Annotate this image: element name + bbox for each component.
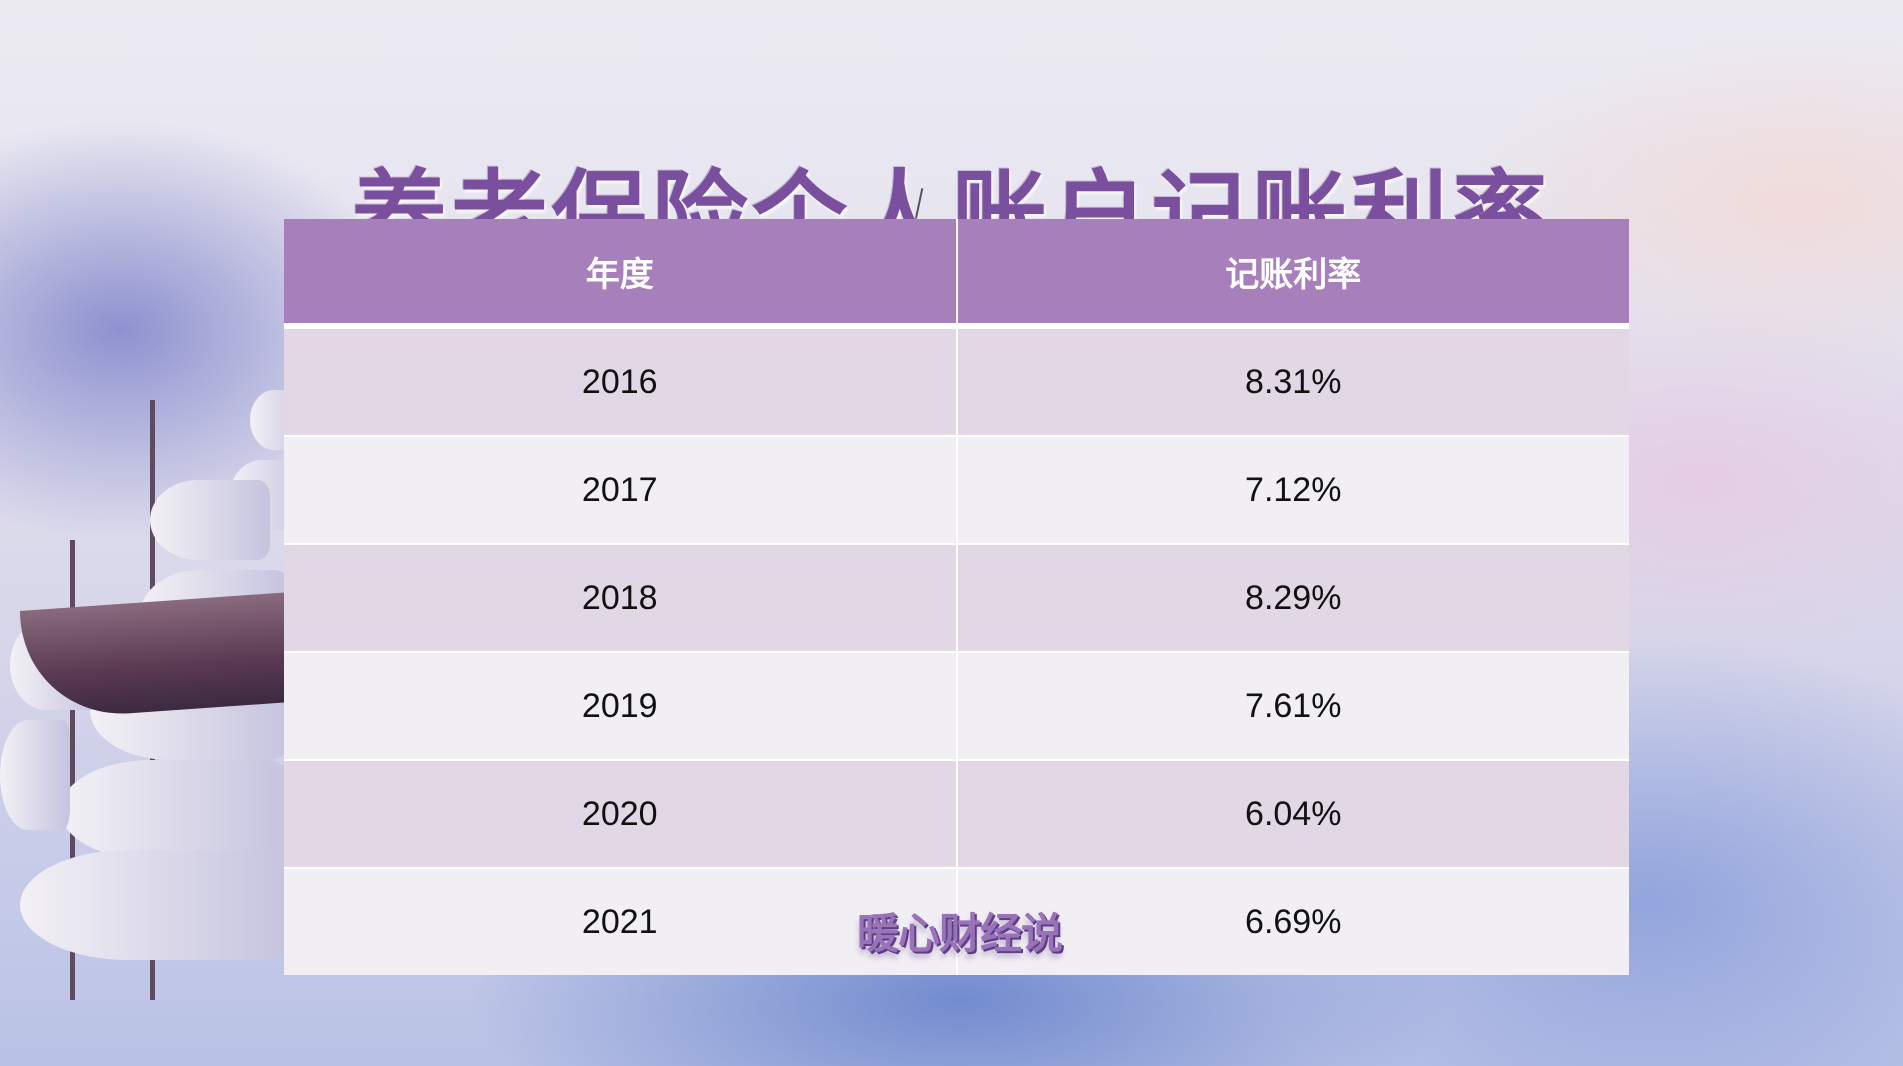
cell-year: 2021 (581, 902, 658, 941)
table-row: 2016 8.31% (284, 329, 1629, 437)
ship-mast (70, 540, 75, 1000)
watermark-logo: 暖心财经说 (857, 909, 1063, 958)
table-row: 2021 6.69% (284, 869, 1629, 975)
cell-rate: 7.61% (955, 653, 1630, 759)
cell-rate: 8.29% (955, 545, 1630, 651)
table-header-row: 年度 记账利率 (284, 219, 1629, 329)
cell-year: 2020 (581, 794, 658, 833)
ship-sail (0, 720, 70, 830)
interest-rate-table: 年度 记账利率 2016 8.31% 2017 7.12% 2018 8.29%… (284, 219, 1629, 975)
table-row: 2017 7.12% (284, 437, 1629, 545)
cell-rate: 6.69% (955, 869, 1630, 975)
sailing-ship-illustration (0, 380, 300, 1066)
ship-sail (20, 850, 290, 960)
cell-rate: 6.04% (955, 761, 1630, 867)
table-row: 2019 7.61% (284, 653, 1629, 761)
table-row: 2018 8.29% (284, 545, 1629, 653)
cell-year: 2017 (581, 470, 658, 509)
ship-sail (60, 760, 290, 860)
cell-year: 2019 (581, 686, 658, 725)
table-row: 2020 6.04% (284, 761, 1629, 869)
header-year: 年度 (585, 254, 654, 295)
cell-rate: 8.31% (955, 329, 1630, 435)
cell-year: 2016 (581, 362, 658, 401)
ship-sail (150, 480, 270, 560)
cell-year: 2018 (581, 578, 658, 617)
header-rate: 记账利率 (955, 219, 1630, 323)
cell-rate: 7.12% (955, 437, 1630, 543)
